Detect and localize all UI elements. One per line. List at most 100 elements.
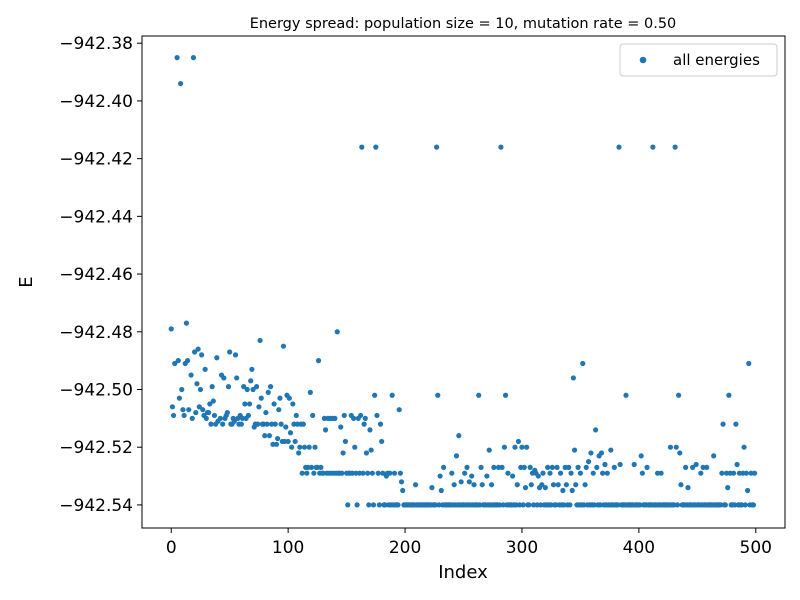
data-point — [514, 482, 520, 488]
data-point — [567, 502, 573, 508]
data-point — [234, 375, 240, 381]
data-point — [292, 438, 298, 445]
data-point — [588, 450, 594, 456]
data-point — [217, 415, 223, 421]
data-point — [583, 464, 589, 470]
data-point — [704, 464, 710, 470]
data-point — [318, 464, 324, 470]
data-point — [528, 482, 534, 488]
data-point — [658, 470, 664, 476]
y-tick-label: −942.38 — [59, 34, 133, 54]
data-point — [369, 470, 375, 476]
data-point — [265, 389, 271, 395]
data-point — [245, 412, 251, 419]
data-point — [264, 421, 270, 427]
legend-label: all energies — [673, 51, 760, 69]
data-point — [266, 433, 273, 439]
data-point — [275, 435, 281, 442]
data-point — [469, 473, 475, 479]
data-point — [512, 444, 518, 450]
data-point — [611, 464, 617, 470]
data-point — [195, 346, 201, 352]
data-point — [602, 461, 608, 468]
data-point — [246, 401, 253, 407]
legend: all energies — [619, 43, 778, 77]
data-point — [181, 412, 187, 419]
data-point — [174, 55, 180, 61]
data-point — [196, 404, 202, 410]
data-point — [752, 470, 758, 476]
data-point — [278, 421, 284, 427]
data-point — [315, 358, 322, 364]
data-point — [342, 438, 349, 445]
data-point — [484, 473, 490, 479]
data-point — [437, 473, 443, 479]
data-point — [725, 485, 731, 491]
data-point — [398, 479, 405, 485]
x-tick-label: 0 — [166, 538, 177, 558]
data-point — [256, 404, 262, 410]
data-point — [719, 470, 725, 476]
data-point — [674, 502, 681, 508]
data-point — [568, 470, 574, 476]
data-point — [563, 482, 569, 488]
data-point — [338, 424, 344, 430]
data-point — [379, 438, 385, 445]
data-point — [540, 470, 546, 476]
data-point — [351, 415, 357, 421]
data-point — [199, 352, 205, 358]
data-point — [438, 487, 444, 494]
data-point — [368, 447, 374, 453]
data-point — [505, 470, 511, 476]
data-point — [608, 447, 614, 453]
data-point — [358, 412, 364, 419]
data-point — [194, 381, 200, 387]
data-point — [183, 320, 190, 326]
data-point — [462, 470, 468, 476]
data-point — [354, 502, 360, 508]
data-point — [225, 384, 232, 390]
data-point — [672, 144, 678, 150]
data-point — [594, 464, 600, 470]
data-point — [283, 424, 289, 430]
data-point — [367, 427, 373, 433]
data-point — [387, 470, 393, 476]
data-point — [400, 487, 406, 494]
data-point — [515, 438, 522, 445]
data-point — [560, 487, 566, 494]
data-point — [238, 421, 244, 427]
data-point — [502, 392, 509, 398]
data-point — [271, 401, 277, 407]
data-point — [361, 421, 367, 427]
data-point — [200, 407, 206, 413]
data-point — [730, 470, 737, 476]
y-tick-label: −942.46 — [59, 265, 133, 285]
data-point — [289, 444, 295, 450]
data-point — [570, 375, 576, 381]
y-tick-label: −942.44 — [59, 207, 133, 227]
data-point — [720, 421, 726, 427]
data-point — [667, 444, 674, 450]
data-point — [179, 386, 185, 393]
data-point — [206, 409, 212, 416]
data-point — [263, 409, 269, 416]
data-point — [376, 502, 382, 508]
data-point — [498, 144, 504, 150]
data-point — [363, 450, 370, 456]
data-point — [693, 461, 699, 468]
data-point — [471, 482, 477, 488]
data-point — [395, 502, 401, 508]
data-point — [600, 470, 606, 476]
x-axis-title: Index — [438, 562, 488, 583]
data-point — [711, 453, 717, 459]
data-point — [299, 470, 305, 476]
data-point — [509, 473, 516, 479]
x-tick-label: 100 — [272, 538, 304, 558]
data-point — [593, 427, 599, 433]
data-point — [604, 470, 610, 476]
data-point — [262, 433, 268, 439]
data-point — [412, 482, 419, 488]
data-point — [287, 430, 294, 436]
data-point — [372, 392, 378, 398]
data-point — [550, 482, 557, 488]
